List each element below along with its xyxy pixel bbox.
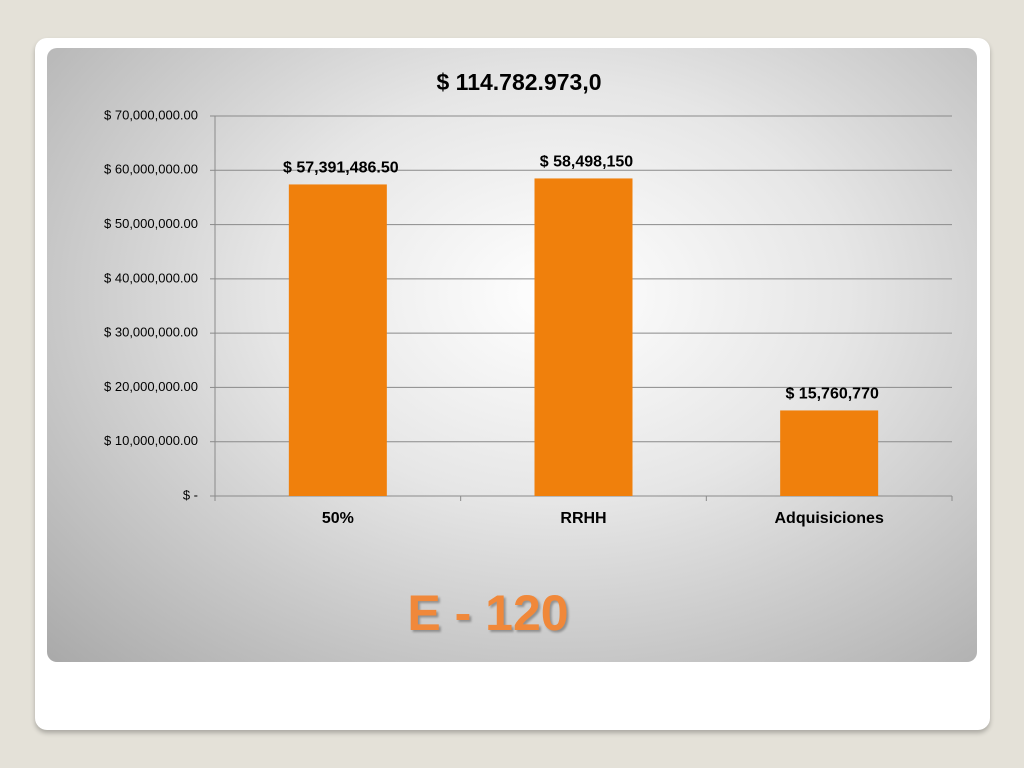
y-tick-label: $ 20,000,000.00 xyxy=(104,379,198,394)
chart-panel xyxy=(47,48,977,662)
y-tick-label: $ 40,000,000.00 xyxy=(104,270,198,285)
y-tick-label: $ 60,000,000.00 xyxy=(104,162,198,177)
value-label: $ 58,498,150 xyxy=(540,154,634,171)
y-tick-label: $ 10,000,000.00 xyxy=(104,433,198,448)
x-tick-label: 50% xyxy=(322,510,354,527)
chart-title: $ 114.782.973,0 xyxy=(437,69,602,95)
y-tick-label: $ 30,000,000.00 xyxy=(104,325,198,340)
y-tick-label: $ - xyxy=(183,487,198,502)
slide-caption: E - 120 xyxy=(407,585,568,641)
bar xyxy=(534,178,633,497)
x-tick-label: Adquisiciones xyxy=(774,510,883,527)
value-label: $ 57,391,486.50 xyxy=(283,160,399,177)
bar xyxy=(780,410,879,496)
y-tick-label: $ 70,000,000.00 xyxy=(104,107,198,122)
bar xyxy=(288,184,387,496)
x-tick-label: RRHH xyxy=(560,510,606,527)
y-tick-label: $ 50,000,000.00 xyxy=(104,216,198,231)
value-label: $ 15,760,770 xyxy=(785,386,879,403)
